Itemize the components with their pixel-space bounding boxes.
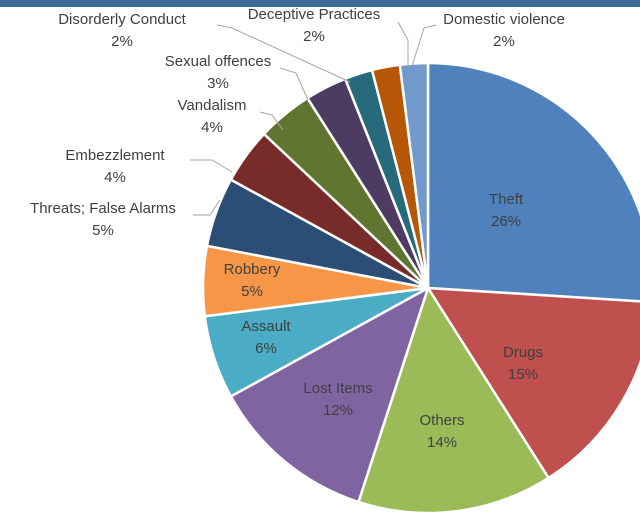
- category-label-theft: Theft: [489, 191, 524, 208]
- pie-slices: [201, 61, 640, 515]
- percent-label-embezzlement: 4%: [104, 169, 126, 186]
- category-label-vandalism: Vandalism: [178, 97, 247, 114]
- category-label-robbery: Robbery: [224, 261, 281, 278]
- percent-label-threats-false-alarms: 5%: [92, 222, 114, 239]
- category-label-assault: Assault: [241, 318, 291, 335]
- leader-line-threats-false-alarms: [193, 199, 221, 216]
- slice-others: [357, 286, 550, 515]
- top-border: [0, 0, 640, 7]
- percent-label-deceptive-practices: 2%: [303, 28, 325, 45]
- category-label-drugs: Drugs: [503, 344, 543, 361]
- percent-label-sexual-offences: 3%: [207, 75, 229, 92]
- percent-label-assault: 6%: [255, 340, 277, 357]
- category-label-others: Others: [419, 412, 464, 429]
- percent-label-robbery: 5%: [241, 283, 263, 300]
- leader-line-embezzlement: [190, 159, 233, 173]
- percent-label-disorderly-conduct: 2%: [111, 33, 133, 50]
- percent-label-domestic-violence: 2%: [493, 33, 515, 50]
- slice-domestic-violence: [398, 61, 430, 290]
- percent-label-lost-items: 12%: [323, 402, 353, 419]
- category-label-deceptive-practices: Deceptive Practices: [248, 6, 381, 23]
- slice-drugs: [426, 286, 640, 480]
- leader-line-sexual-offences: [279, 67, 309, 101]
- category-label-domestic-violence: Domestic violence: [443, 11, 565, 28]
- leader-lines: [190, 21, 437, 216]
- category-label-threats-false-alarms: Threats; False Alarms: [30, 200, 176, 217]
- leader-line-disorderly-conduct: [216, 24, 351, 83]
- percent-label-theft: 26%: [491, 213, 521, 230]
- leader-line-domestic-violence: [411, 24, 437, 67]
- data-labels: Theft 26% Drugs 15% Others 14% Lost Items 12% As…: [30, 6, 565, 451]
- percent-label-vandalism: 4%: [201, 119, 223, 136]
- leader-line-vandalism: [259, 111, 284, 131]
- category-label-lost-items: Lost Items: [303, 380, 372, 397]
- category-label-sexual-offences: Sexual offences: [165, 53, 271, 70]
- percent-label-drugs: 15%: [508, 366, 538, 383]
- leader-line-deceptive-practices: [397, 21, 409, 68]
- slice-theft: [426, 61, 640, 303]
- percent-label-others: 14%: [427, 434, 457, 451]
- category-label-embezzlement: Embezzlement: [65, 147, 165, 164]
- slice-lost-items: [229, 286, 430, 504]
- category-label-disorderly-conduct: Disorderly Conduct: [58, 11, 186, 28]
